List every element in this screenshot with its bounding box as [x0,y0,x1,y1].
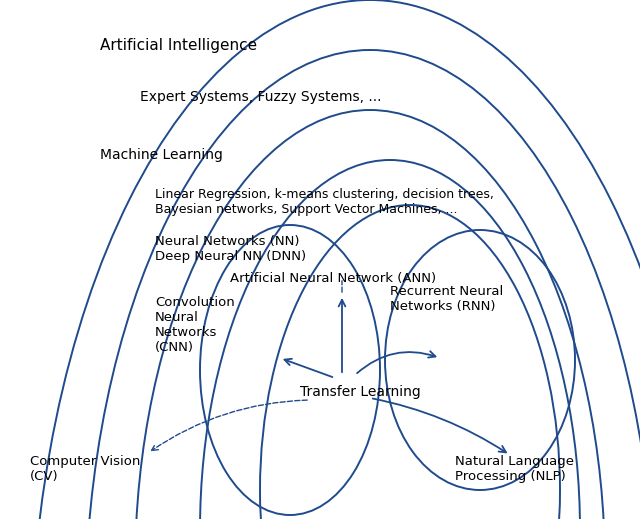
Text: Artificial Intelligence: Artificial Intelligence [100,38,257,53]
Text: Neural Networks (NN)
Deep Neural NN (DNN): Neural Networks (NN) Deep Neural NN (DNN… [155,235,306,263]
Text: Artificial Neural Network (ANN): Artificial Neural Network (ANN) [230,272,436,285]
Text: Transfer Learning: Transfer Learning [300,385,420,399]
Text: Machine Learning: Machine Learning [100,148,223,162]
Text: Convolution
Neural
Networks
(CNN): Convolution Neural Networks (CNN) [155,296,235,354]
Text: Computer Vision
(CV): Computer Vision (CV) [30,455,140,483]
Text: Natural Language
Processing (NLP): Natural Language Processing (NLP) [455,455,574,483]
Text: Expert Systems, Fuzzy Systems, ...: Expert Systems, Fuzzy Systems, ... [140,90,381,104]
Text: Recurrent Neural
Networks (RNN): Recurrent Neural Networks (RNN) [390,285,503,313]
Text: Linear Regression, k-means clustering, decision trees,
Bayesian networks, Suppor: Linear Regression, k-means clustering, d… [155,188,494,216]
